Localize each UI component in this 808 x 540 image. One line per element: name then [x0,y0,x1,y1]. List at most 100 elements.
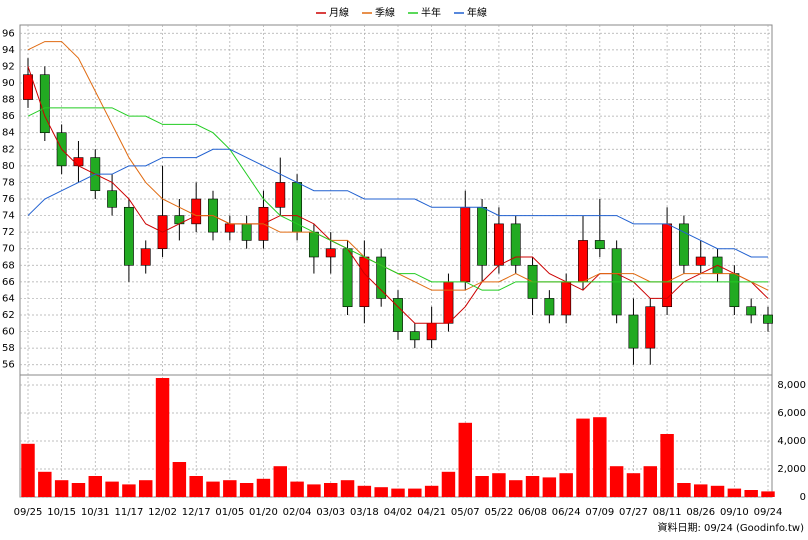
y-tick-label: 60 [2,327,15,338]
candle-body [510,223,521,266]
x-tick-label: 03/18 [350,507,379,518]
volume-bar [710,485,725,497]
x-tick-label: 04/21 [417,507,446,518]
volume-bar [441,471,456,497]
candle-body [695,256,706,266]
candle-body [763,314,773,324]
volume-bar [475,476,489,497]
volume-bar [593,417,607,497]
volume-bar [307,484,321,497]
y-tick-label: 68 [2,260,15,271]
candle-body [241,223,252,241]
volume-bar [71,483,86,497]
moving-average-line [27,107,768,291]
candle-body [292,182,303,233]
candle-body [140,248,151,266]
y-tick-label: 94 [2,45,15,56]
candle-body [628,314,639,349]
y2-tick-label: 6,000 [777,408,806,419]
candle-body [107,190,118,208]
volume-bar [340,480,355,497]
y2-tick-label: 8,000 [777,380,806,391]
x-tick-label: 08/11 [653,507,682,518]
volume-bar [626,473,641,497]
x-tick-label: 09/25 [14,507,43,518]
volume-bar [542,477,557,497]
volume-bar [88,476,102,497]
footer: 資料日期: 09/24 (Goodinfo.tw) [657,521,804,534]
volume-bar [492,473,506,497]
candle-body [460,206,471,283]
x-tick-label: 01/20 [249,507,278,518]
x-tick-label: 11/17 [114,507,143,518]
volume-bar [374,487,388,497]
volume-bar [509,480,523,497]
volume-bar [239,483,254,497]
x-tick-label: 05/07 [451,507,480,518]
y-tick-label: 78 [2,177,15,188]
volume-bar [223,480,237,497]
volume-bar [458,422,472,497]
legend-label: 年線 [467,6,487,19]
volume-bar [172,462,187,497]
legend-label: 季線 [375,6,395,19]
candle-body [678,223,689,266]
volume-bar [677,483,691,497]
volume-bar [408,488,422,497]
x-tick-label: 01/05 [215,507,244,518]
candle-body [594,240,605,250]
volume-bar [273,466,287,497]
volume-bar [525,476,540,497]
y-tick-label: 74 [2,211,15,222]
y-tick-label: 72 [2,227,15,238]
candle-body [729,273,740,308]
x-tick-label: 07/27 [619,507,648,518]
y-tick-label: 84 [2,128,15,139]
y-tick-label: 76 [2,194,15,205]
x-tick-label: 12/02 [148,507,177,518]
volume-bar [54,480,69,497]
candle-body [662,223,673,308]
candle-body [342,248,353,308]
y-tick-label: 96 [2,28,15,39]
x-tick-label: 12/17 [182,507,211,518]
x-tick-label: 09/10 [720,507,749,518]
y-tick-label: 90 [2,78,15,89]
candle-body [123,206,134,266]
y2-tick-label: 0 [800,492,806,503]
volume-bar [206,481,220,497]
volume-bar [727,488,742,497]
moving-average-line [27,148,768,258]
x-tick-label: 03/03 [316,507,345,518]
y-tick-label: 70 [2,244,15,255]
volume-bar [643,466,657,497]
candle-body [443,281,454,324]
volume-bar [694,484,708,497]
volume-bar [424,485,439,497]
x-tick-label: 04/02 [384,507,413,518]
y2-tick-label: 4,000 [777,436,806,447]
volume-bar [139,480,153,497]
candle-body [191,198,202,225]
y-tick-label: 58 [2,343,15,354]
moving-average-line [27,66,769,324]
candle-body [393,298,403,332]
x-tick-label: 07/09 [585,507,614,518]
y-tick-label: 66 [2,277,15,288]
candle-body [578,240,588,283]
x-tick-label: 06/24 [552,507,581,518]
volume-bar [155,378,170,497]
volume-bar [38,471,52,497]
y-tick-label: 80 [2,161,15,172]
y-tick-label: 56 [2,360,15,371]
candle-body [493,223,504,266]
candle-body [73,157,84,167]
candle-body [426,322,437,341]
y-tick-label: 82 [2,144,15,155]
candle-body [224,223,235,233]
x-tick-label: 10/31 [81,507,110,518]
x-tick-label: 08/26 [686,507,715,518]
volume-bar [357,485,372,497]
